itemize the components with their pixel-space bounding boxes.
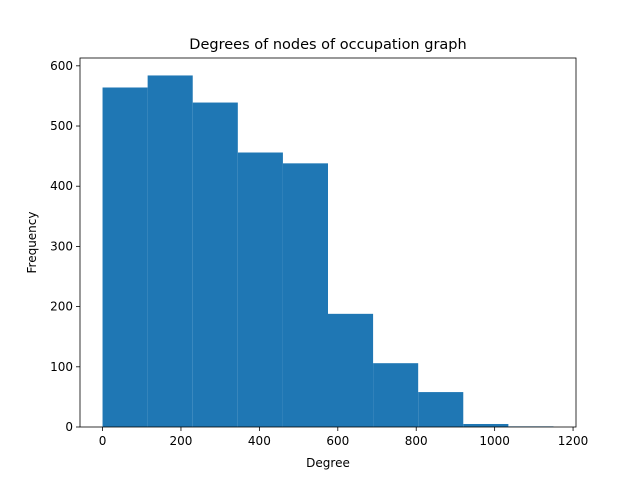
x-tick-label-1: 200	[170, 434, 193, 448]
histogram-bar-0	[102, 87, 148, 428]
y-tick-label-2: 200	[50, 300, 73, 314]
histogram-bar-5	[328, 313, 374, 427]
x-tick-label-0: 0	[99, 434, 107, 448]
y-tick-label-6: 600	[50, 59, 73, 73]
chart-title: Degrees of nodes of occupation graph	[189, 37, 466, 53]
x-axis-label: Degree	[306, 456, 350, 470]
y-axis-ticks: 0 100 200 300 400 500 600	[50, 59, 80, 434]
plot-frame	[79, 57, 577, 428]
histogram-bar-6	[373, 363, 419, 427]
histogram-bar-1	[147, 75, 193, 427]
y-tick-label-5: 500	[50, 119, 73, 133]
histogram-bar-7	[418, 392, 464, 427]
histogram-bar-8	[463, 423, 509, 427]
histogram-bar-2	[192, 102, 238, 427]
x-tick-label-5: 1000	[479, 434, 510, 448]
histogram-bar-4	[282, 163, 328, 427]
x-tick-label-2: 400	[248, 434, 271, 448]
x-tick-label-4: 800	[405, 434, 428, 448]
histogram-bar-3	[237, 152, 283, 428]
x-tick-label-6: 1200	[558, 434, 589, 448]
y-tick-label-3: 300	[50, 239, 73, 253]
y-tick-label-4: 400	[50, 179, 73, 193]
x-axis-ticks: 0 200 400 600 800 1000 1200	[99, 427, 589, 448]
x-tick-label-3: 600	[326, 434, 349, 448]
y-axis-label: Frequency	[25, 212, 39, 274]
y-tick-label-1: 100	[50, 360, 73, 374]
y-tick-label-0: 0	[65, 420, 73, 434]
bars-group	[102, 75, 554, 428]
